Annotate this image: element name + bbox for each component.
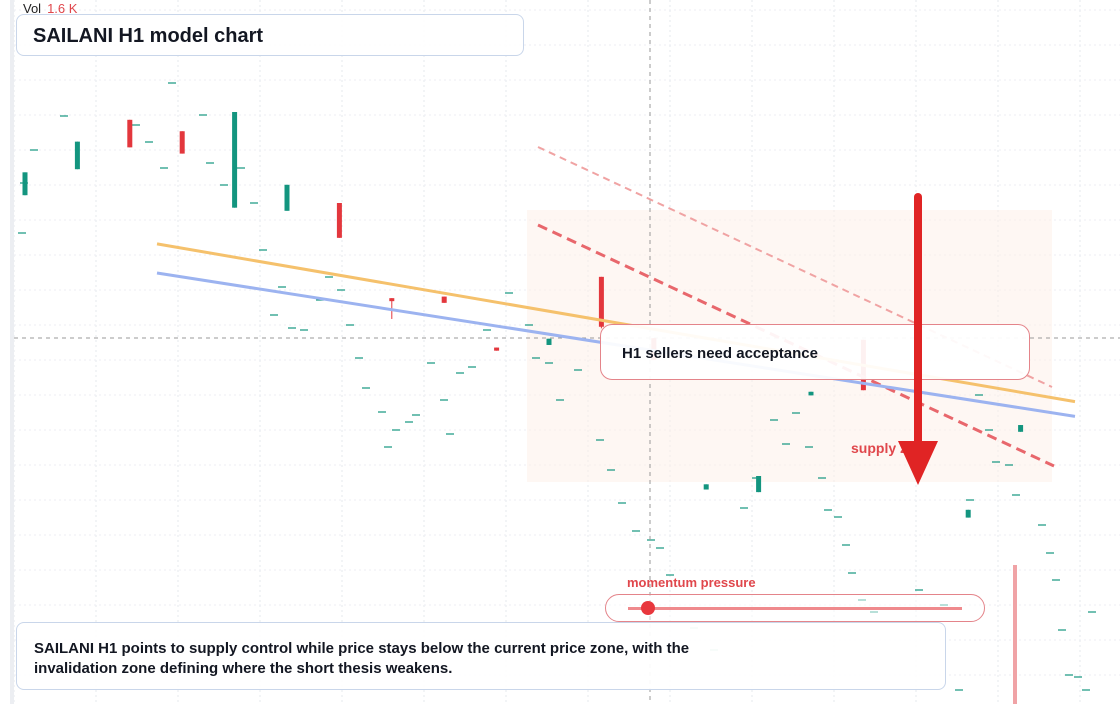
- volume-label: Vol: [23, 1, 42, 16]
- candle-bull: [284, 184, 290, 211]
- volume-readout: Vol 1.6 K: [23, 1, 77, 16]
- supply-zone-label: supply zone: [851, 440, 932, 456]
- candle-bear: [389, 298, 395, 302]
- tick-marks: [18, 82, 1096, 691]
- candle-bull: [1018, 425, 1024, 432]
- left-scale-edge: [10, 0, 14, 704]
- momentum-gauge: [605, 594, 985, 622]
- candle-bull: [546, 338, 552, 345]
- candle-bull: [965, 509, 971, 518]
- candle-bull: [232, 112, 238, 208]
- candle-bull: [74, 141, 80, 170]
- volume-value: 1.6 K: [47, 1, 78, 16]
- summary-card: SAILANI H1 points to supply control whil…: [16, 622, 946, 690]
- momentum-track: [628, 607, 962, 610]
- candle-bear: [913, 456, 919, 460]
- summary-text: SAILANI H1 points to supply control whil…: [34, 640, 690, 677]
- momentum-knob: [641, 601, 656, 615]
- candle-bear: [494, 347, 500, 351]
- candle-bull: [808, 391, 814, 396]
- candle-bull: [703, 484, 709, 490]
- candle-bear: [336, 203, 342, 238]
- chart-title: SAILANI H1 model chart: [33, 25, 264, 47]
- momentum-label: momentum pressure: [627, 575, 756, 590]
- candle-bear: [598, 276, 604, 327]
- candle-bull: [756, 476, 762, 493]
- candle-bear: [179, 131, 185, 154]
- candle-bear: [127, 119, 133, 148]
- candle-bear: [441, 296, 447, 303]
- callout-box: H1 sellers need acceptance: [600, 324, 1030, 380]
- title-card: SAILANI H1 model chart: [16, 14, 524, 56]
- candle-bull: [22, 172, 28, 196]
- callout-text: H1 sellers need acceptance: [622, 345, 818, 362]
